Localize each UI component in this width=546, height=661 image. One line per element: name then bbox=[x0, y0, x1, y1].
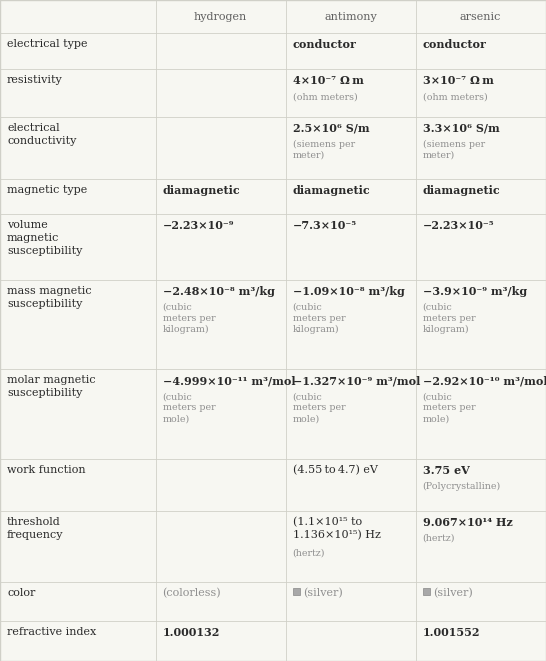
Text: (cubic
meters per
kilogram): (cubic meters per kilogram) bbox=[293, 303, 345, 334]
Text: hydrogen: hydrogen bbox=[194, 12, 247, 22]
Text: 2.5×10⁶ S/m: 2.5×10⁶ S/m bbox=[293, 123, 369, 134]
Text: (siemens per
meter): (siemens per meter) bbox=[293, 139, 355, 160]
Text: −3.9×10⁻⁹ m³/kg: −3.9×10⁻⁹ m³/kg bbox=[423, 286, 527, 297]
Text: (cubic
meters per
kilogram): (cubic meters per kilogram) bbox=[423, 303, 475, 334]
Text: (silver): (silver) bbox=[434, 588, 473, 599]
Text: (siemens per
meter): (siemens per meter) bbox=[423, 139, 485, 160]
Bar bbox=[423, 588, 430, 596]
Text: 3.3×10⁶ S/m: 3.3×10⁶ S/m bbox=[423, 123, 499, 134]
Text: (ohm meters): (ohm meters) bbox=[293, 92, 357, 101]
Text: −2.48×10⁻⁸ m³/kg: −2.48×10⁻⁸ m³/kg bbox=[163, 286, 275, 297]
Text: (Polycrystalline): (Polycrystalline) bbox=[423, 481, 501, 490]
Text: (silver): (silver) bbox=[304, 588, 343, 599]
Text: conductor: conductor bbox=[423, 40, 486, 50]
Text: resistivity: resistivity bbox=[7, 75, 63, 85]
Text: (cubic
meters per
mole): (cubic meters per mole) bbox=[293, 392, 345, 424]
Text: (cubic
meters per
mole): (cubic meters per mole) bbox=[423, 392, 475, 424]
Text: 9.067×10¹⁴ Hz: 9.067×10¹⁴ Hz bbox=[423, 517, 512, 528]
Text: 1.000132: 1.000132 bbox=[163, 627, 220, 637]
Text: diamagnetic: diamagnetic bbox=[163, 184, 240, 196]
Text: −2.92×10⁻¹⁰ m³/mol: −2.92×10⁻¹⁰ m³/mol bbox=[423, 375, 546, 386]
Text: antimony: antimony bbox=[324, 12, 377, 22]
Text: arsenic: arsenic bbox=[460, 12, 501, 22]
Text: (ohm meters): (ohm meters) bbox=[423, 92, 487, 101]
Bar bbox=[0, 0, 546, 33]
Text: electrical type: electrical type bbox=[7, 40, 87, 50]
Text: (cubic
meters per
mole): (cubic meters per mole) bbox=[163, 392, 215, 424]
Text: (cubic
meters per
kilogram): (cubic meters per kilogram) bbox=[163, 303, 215, 334]
Text: −1.327×10⁻⁹ m³/mol: −1.327×10⁻⁹ m³/mol bbox=[293, 375, 420, 386]
Text: (colorless): (colorless) bbox=[163, 588, 221, 599]
Text: volume
magnetic
susceptibility: volume magnetic susceptibility bbox=[7, 220, 82, 256]
Text: 1.001552: 1.001552 bbox=[423, 627, 480, 637]
Text: −2.23×10⁻⁹: −2.23×10⁻⁹ bbox=[163, 220, 234, 231]
Text: −2.23×10⁻⁵: −2.23×10⁻⁵ bbox=[423, 220, 494, 231]
Text: magnetic type: magnetic type bbox=[7, 184, 87, 194]
Text: work function: work function bbox=[7, 465, 86, 475]
Bar bbox=[293, 588, 300, 596]
Text: conductor: conductor bbox=[293, 40, 357, 50]
Text: 3.75 eV: 3.75 eV bbox=[423, 465, 469, 475]
Text: (hertz): (hertz) bbox=[293, 549, 325, 558]
Text: diamagnetic: diamagnetic bbox=[293, 184, 370, 196]
Text: 4×10⁻⁷ Ω m: 4×10⁻⁷ Ω m bbox=[293, 75, 364, 86]
Text: −1.09×10⁻⁸ m³/kg: −1.09×10⁻⁸ m³/kg bbox=[293, 286, 405, 297]
Text: electrical
conductivity: electrical conductivity bbox=[7, 123, 76, 145]
Text: threshold
frequency: threshold frequency bbox=[7, 517, 63, 540]
Text: diamagnetic: diamagnetic bbox=[423, 184, 500, 196]
Text: (4.55 to 4.7) eV: (4.55 to 4.7) eV bbox=[293, 465, 377, 475]
Text: (hertz): (hertz) bbox=[423, 534, 455, 543]
Text: (1.1×10¹⁵ to
1.136×10¹⁵) Hz: (1.1×10¹⁵ to 1.136×10¹⁵) Hz bbox=[293, 517, 381, 541]
Text: molar magnetic
susceptibility: molar magnetic susceptibility bbox=[7, 375, 96, 398]
Text: −4.999×10⁻¹¹ m³/mol: −4.999×10⁻¹¹ m³/mol bbox=[163, 375, 295, 386]
Text: color: color bbox=[7, 588, 35, 598]
Text: mass magnetic
susceptibility: mass magnetic susceptibility bbox=[7, 286, 92, 309]
Text: 3×10⁻⁷ Ω m: 3×10⁻⁷ Ω m bbox=[423, 75, 494, 86]
Text: −7.3×10⁻⁵: −7.3×10⁻⁵ bbox=[293, 220, 357, 231]
Text: refractive index: refractive index bbox=[7, 627, 96, 637]
